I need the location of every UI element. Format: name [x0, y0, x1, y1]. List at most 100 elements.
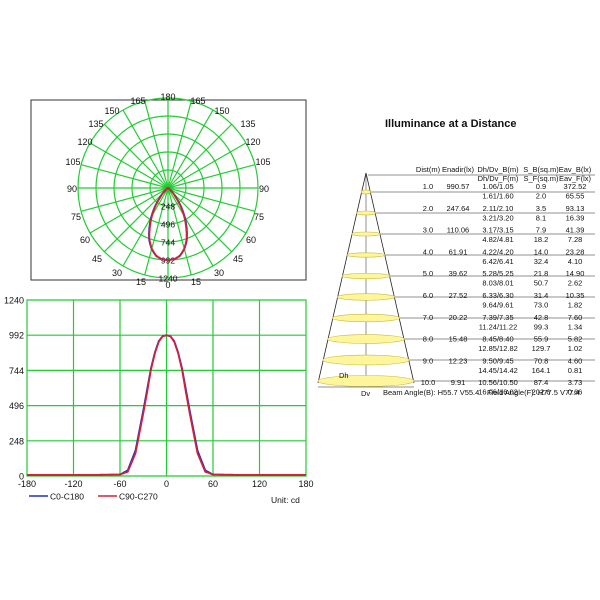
x-tick-label: -60 — [113, 479, 126, 489]
polar-angle-label: 120 — [77, 137, 92, 147]
cell-dh-dv-b: 6.33/6.30 — [482, 291, 513, 300]
cell-s-f: 8.1 — [536, 213, 546, 222]
x-tick-label: 60 — [208, 479, 218, 489]
polar-spoke — [167, 123, 233, 189]
cell-s-b: 42.8 — [534, 313, 549, 322]
header-eav-f: Eav_F(lx) — [559, 174, 592, 183]
polar-angle-label: 75 — [254, 212, 264, 222]
polar-angle-label: 150 — [214, 106, 229, 116]
cell-s-f: 99.3 — [534, 322, 549, 331]
cell-dist: 6.0 — [423, 291, 433, 300]
cone-disk — [332, 313, 400, 323]
polar-spoke — [103, 187, 169, 253]
cell-dh-dv-f: 9.64/9.61 — [482, 301, 513, 310]
cell-dist: 9.0 — [423, 356, 433, 365]
cell-dist: 2.0 — [423, 204, 433, 213]
cone-title: Illuminance at a Distance — [385, 118, 516, 130]
header-enadir: Enadir(lx) — [442, 165, 475, 174]
series-line-c90-c270 — [27, 334, 306, 476]
cell-eav-f: 0.81 — [568, 366, 583, 375]
polar-angle-label: 165 — [130, 96, 145, 106]
cell-s-f: 202.6 — [532, 388, 551, 397]
cell-eav-f: 16.39 — [566, 213, 585, 222]
legend: C0-C180 C90-C270 — [29, 492, 158, 502]
cell-eav-b: 14.90 — [566, 269, 585, 278]
polar-spoke — [89, 187, 169, 234]
cell-s-b: 87.4 — [534, 378, 549, 387]
cell-eav-b: 10.35 — [566, 291, 585, 300]
cell-dist: 5.0 — [423, 269, 433, 278]
cell-s-b: 3.5 — [536, 204, 546, 213]
cone-disk — [351, 231, 381, 237]
cone-disk — [341, 272, 391, 280]
cell-s-f: 50.7 — [534, 279, 549, 288]
polar-radial-tick: 744 — [161, 238, 175, 248]
polar-angle-label: 45 — [92, 254, 102, 264]
header-s-f: S_F(sq.m) — [523, 174, 559, 183]
legend-label-c0: C0-C180 — [50, 492, 84, 502]
y-tick-label: 1240 — [4, 296, 24, 306]
polar-angle-label: 15 — [191, 277, 201, 287]
beam-angle-label: Beam Angle(B): H55.7 V55.4 — [383, 388, 479, 397]
cell-dh-dv-f: 6.42/6.41 — [482, 257, 513, 266]
cell-eav-b: 3.73 — [568, 378, 583, 387]
polar-spoke — [167, 164, 256, 189]
cell-enadir: 61.91 — [449, 247, 468, 256]
cell-eav-f: 0.66 — [568, 388, 583, 397]
cell-eav-f: 1.82 — [568, 301, 583, 310]
cone-disk — [322, 354, 410, 366]
cell-s-b: 21.8 — [534, 269, 549, 278]
cell-enadir: 247.64 — [447, 204, 470, 213]
cell-eav-b: 5.82 — [568, 335, 583, 344]
polar-spoke — [80, 164, 169, 189]
x-tick-label: 120 — [252, 479, 267, 489]
legend-label-c90: C90-C270 — [119, 492, 158, 502]
cone-disk — [360, 189, 372, 195]
cell-dh-dv-f: 14.45/14.42 — [478, 366, 518, 375]
polar-curve-c90-c270 — [148, 187, 188, 261]
y-tick-label: 496 — [9, 401, 24, 411]
cell-enadir: 110.06 — [447, 226, 469, 235]
y-tick-label: 744 — [9, 366, 24, 376]
cell-enadir: 12.23 — [449, 356, 468, 365]
cell-enadir: 27.52 — [449, 291, 468, 300]
cell-dh-dv-f: 3.21/3.20 — [482, 213, 513, 222]
polar-spoke — [103, 123, 169, 189]
cone-outline — [317, 172, 415, 384]
cell-dist: 10.0 — [421, 378, 436, 387]
y-tick-label: 992 — [9, 331, 24, 341]
polar-angle-label: 120 — [245, 137, 260, 147]
polar-spoke — [122, 109, 169, 189]
cell-s-b: 31.4 — [534, 291, 549, 300]
cone-disk — [317, 375, 415, 387]
cell-dh-dv-f: 16.06/16.02 — [478, 388, 518, 397]
cone-shapes — [317, 172, 415, 388]
cell-dh-dv-b: 5.28/5.25 — [482, 269, 513, 278]
polar-spoke — [167, 187, 247, 234]
cell-s-f: 164.1 — [532, 366, 551, 375]
cell-dh-dv-b: 7.39/7.35 — [482, 313, 513, 322]
polar-angle-label: 60 — [80, 235, 90, 245]
polar-angle-label: 60 — [246, 235, 256, 245]
polar-angle-label: 165 — [190, 96, 205, 106]
polar-angle-label: 90 — [259, 184, 269, 194]
polar-angle-label: 0 — [165, 280, 170, 290]
dv-label: Dv — [361, 389, 370, 398]
cell-eav-b: 41.39 — [566, 226, 585, 235]
cell-s-f: 18.2 — [534, 235, 549, 244]
polar-angle-label: 30 — [214, 268, 224, 278]
cell-dh-dv-b: 8.45/8.40 — [482, 335, 513, 344]
polar-angle-label: 30 — [112, 268, 122, 278]
polar-angle-label: 75 — [71, 212, 81, 222]
cell-eav-f: 7.28 — [568, 235, 583, 244]
cell-dist: 1.0 — [423, 182, 433, 191]
cell-enadir: 9.91 — [451, 378, 466, 387]
cell-eav-f: 2.62 — [568, 279, 583, 288]
polar-radial-tick: 496 — [161, 220, 175, 230]
cell-dh-dv-b: 1.06/1.05 — [482, 182, 513, 191]
cell-s-f: 129.7 — [532, 344, 551, 353]
cell-dh-dv-b: 10.56/10.50 — [478, 378, 518, 387]
polar-spoke — [167, 142, 247, 189]
cell-dh-dv-b: 4.22/4.20 — [482, 247, 513, 256]
